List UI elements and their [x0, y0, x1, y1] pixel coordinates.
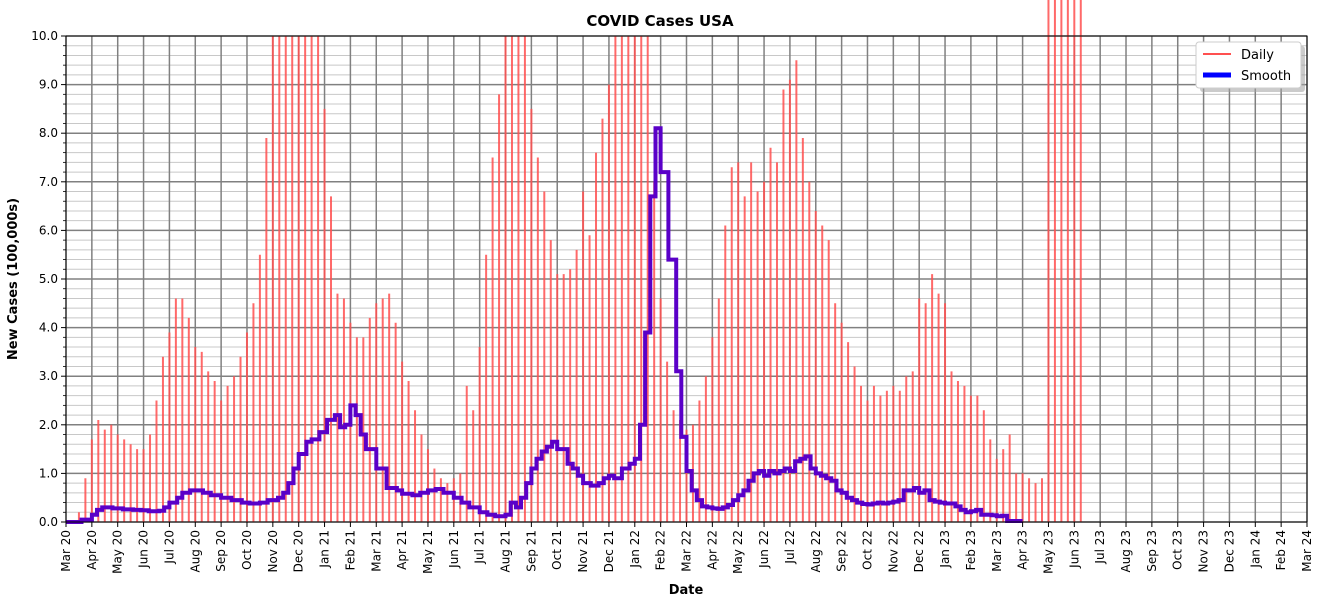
y-tick-label: 2.0 [39, 418, 58, 432]
x-tick-label: Feb 21 [343, 530, 357, 570]
y-axis-ticks: 0.0 1.0 2.0 3.0 4.0 5.0 6.0 7.0 8.0 9.0 10.0 [31, 29, 66, 529]
x-tick-label: May 22 [731, 530, 745, 574]
chart-title: COVID Cases USA [586, 12, 734, 30]
x-tick-label: Aug 21 [499, 530, 513, 573]
x-tick-label: Dec 23 [1222, 530, 1236, 572]
x-tick-label: Aug 23 [1119, 530, 1133, 573]
x-tick-label: Jul 20 [162, 530, 176, 565]
x-tick-label: Nov 23 [1197, 530, 1211, 573]
x-tick-label: Jul 23 [1093, 530, 1107, 565]
x-tick-label: Aug 20 [188, 530, 202, 573]
x-tick-label: Dec 22 [912, 530, 926, 572]
y-tick-label: 3.0 [39, 369, 58, 383]
x-tick-label: Jan 24 [1248, 530, 1262, 569]
legend-smooth-label: Smooth [1241, 69, 1291, 84]
x-tick-label: Dec 21 [602, 530, 616, 572]
x-tick-label: Apr 20 [85, 530, 99, 570]
x-tick-label: Apr 23 [1016, 530, 1030, 570]
y-tick-label: 9.0 [39, 78, 58, 92]
x-tick-label: May 23 [1042, 530, 1056, 574]
y-tick-label: 0.0 [39, 515, 58, 529]
legend-daily-label: Daily [1241, 48, 1274, 63]
x-tick-label: Jul 22 [783, 530, 797, 565]
y-tick-label: 7.0 [39, 175, 58, 189]
x-tick-label: Jun 21 [447, 530, 461, 569]
x-tick-label: Mar 21 [369, 530, 383, 572]
y-tick-label: 10.0 [31, 29, 58, 43]
x-tick-label: Oct 23 [1171, 530, 1185, 570]
x-tick-label: Feb 24 [1274, 530, 1288, 570]
y-axis-label: New Cases (100,000s) [6, 198, 21, 360]
x-tick-label: Nov 21 [576, 530, 590, 573]
x-tick-label: Jul 21 [473, 530, 487, 565]
x-tick-label: Apr 22 [705, 530, 719, 570]
x-tick-label: Oct 20 [240, 530, 254, 570]
x-tick-label: May 20 [111, 530, 125, 574]
y-tick-label: 1.0 [39, 466, 58, 480]
x-axis-label: Date [669, 583, 704, 598]
y-tick-label: 8.0 [39, 126, 58, 140]
x-tick-label: Jan 23 [938, 530, 952, 569]
y-tick-label: 4.0 [39, 321, 58, 335]
daily-series [77, 0, 1082, 522]
legend: Daily Smooth [1195, 41, 1305, 92]
x-tick-label: Jan 21 [318, 530, 332, 569]
x-tick-label: Oct 21 [550, 530, 564, 570]
x-tick-label: Sep 22 [835, 530, 849, 572]
x-tick-label: Mar 22 [680, 530, 694, 572]
x-tick-label: Feb 23 [964, 530, 978, 570]
x-tick-label: Jun 22 [757, 530, 771, 569]
x-tick-label: Sep 21 [524, 530, 538, 572]
x-tick-label: Nov 20 [266, 530, 280, 573]
x-tick-label: Jun 23 [1067, 530, 1081, 569]
x-tick-label: Feb 22 [654, 530, 668, 570]
x-tick-label: Apr 21 [395, 530, 409, 570]
x-tick-label: May 21 [421, 530, 435, 574]
x-tick-label: Mar 24 [1300, 530, 1314, 572]
x-tick-label: Sep 23 [1145, 530, 1159, 572]
x-tick-label: Nov 22 [886, 530, 900, 573]
x-tick-label: Jan 22 [628, 530, 642, 569]
y-tick-label: 5.0 [39, 272, 58, 286]
x-tick-label: Mar 20 [59, 530, 73, 572]
x-tick-label: Dec 20 [292, 530, 306, 572]
x-tick-label: Mar 23 [990, 530, 1004, 572]
smooth-series-line [66, 126, 1023, 524]
x-tick-label: Aug 22 [809, 530, 823, 573]
x-tick-label: Jun 20 [137, 530, 151, 569]
x-tick-label: Sep 20 [214, 530, 228, 572]
x-axis-ticks: Mar 20 Apr 20 May 20 Jun 20 Jul 20 Aug 20 Sep … [59, 522, 1314, 574]
y-tick-label: 6.0 [39, 223, 58, 237]
x-tick-label: Oct 22 [861, 530, 875, 570]
